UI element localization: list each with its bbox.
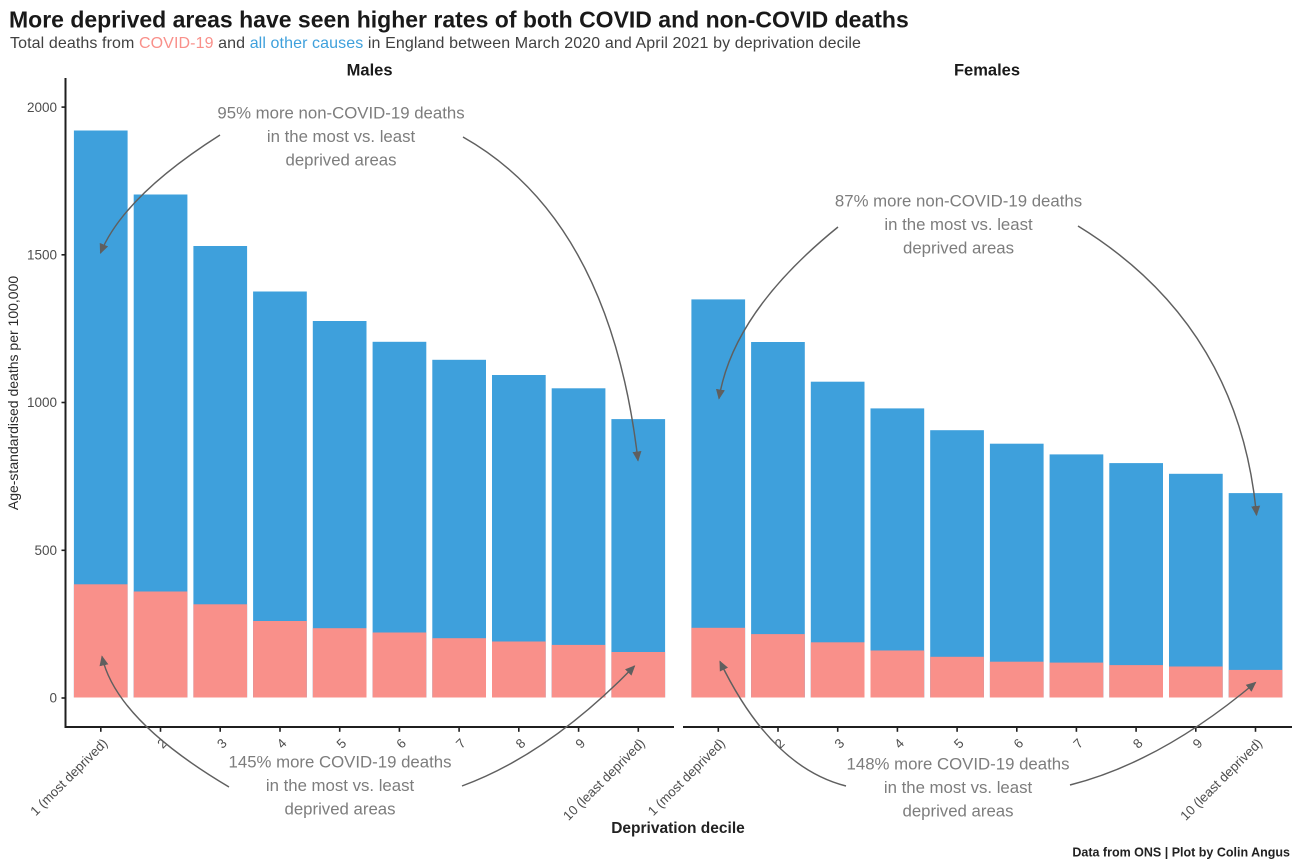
svg-text:0: 0 (49, 691, 57, 706)
svg-text:1000: 1000 (27, 395, 57, 410)
svg-text:in the most vs. least: in the most vs. least (884, 215, 1033, 234)
svg-text:Data from ONS | Plot by Colin: Data from ONS | Plot by Colin Angus (1072, 846, 1290, 860)
svg-text:More deprived areas have seen: More deprived areas have seen higher rat… (9, 7, 909, 33)
svg-text:Total deaths from COVID-19 and: Total deaths from COVID-19 and all other… (10, 35, 861, 52)
svg-text:in the most vs. least: in the most vs. least (267, 127, 416, 146)
svg-text:500: 500 (34, 543, 57, 558)
svg-text:87% more non-COVID-19 deaths: 87% more non-COVID-19 deaths (835, 192, 1082, 211)
svg-text:deprived areas: deprived areas (902, 802, 1013, 821)
svg-text:Males: Males (347, 62, 393, 80)
svg-text:95% more non-COVID-19 deaths: 95% more non-COVID-19 deaths (217, 104, 464, 123)
svg-text:Females: Females (954, 62, 1020, 80)
svg-text:in the most vs. least: in the most vs. least (884, 778, 1033, 797)
svg-text:148% more COVID-19 deaths: 148% more COVID-19 deaths (847, 755, 1070, 774)
svg-text:Age-standardised deaths per 10: Age-standardised deaths per 100,000 (5, 276, 21, 510)
svg-text:deprived areas: deprived areas (285, 151, 396, 170)
svg-text:Deprivation decile: Deprivation decile (611, 820, 745, 837)
svg-text:145% more COVID-19 deaths: 145% more COVID-19 deaths (229, 753, 452, 772)
svg-text:in the most vs. least: in the most vs. least (266, 776, 415, 795)
svg-text:2000: 2000 (27, 100, 57, 115)
svg-text:1500: 1500 (27, 248, 57, 263)
svg-text:deprived areas: deprived areas (284, 800, 395, 819)
svg-text:deprived areas: deprived areas (903, 239, 1014, 258)
